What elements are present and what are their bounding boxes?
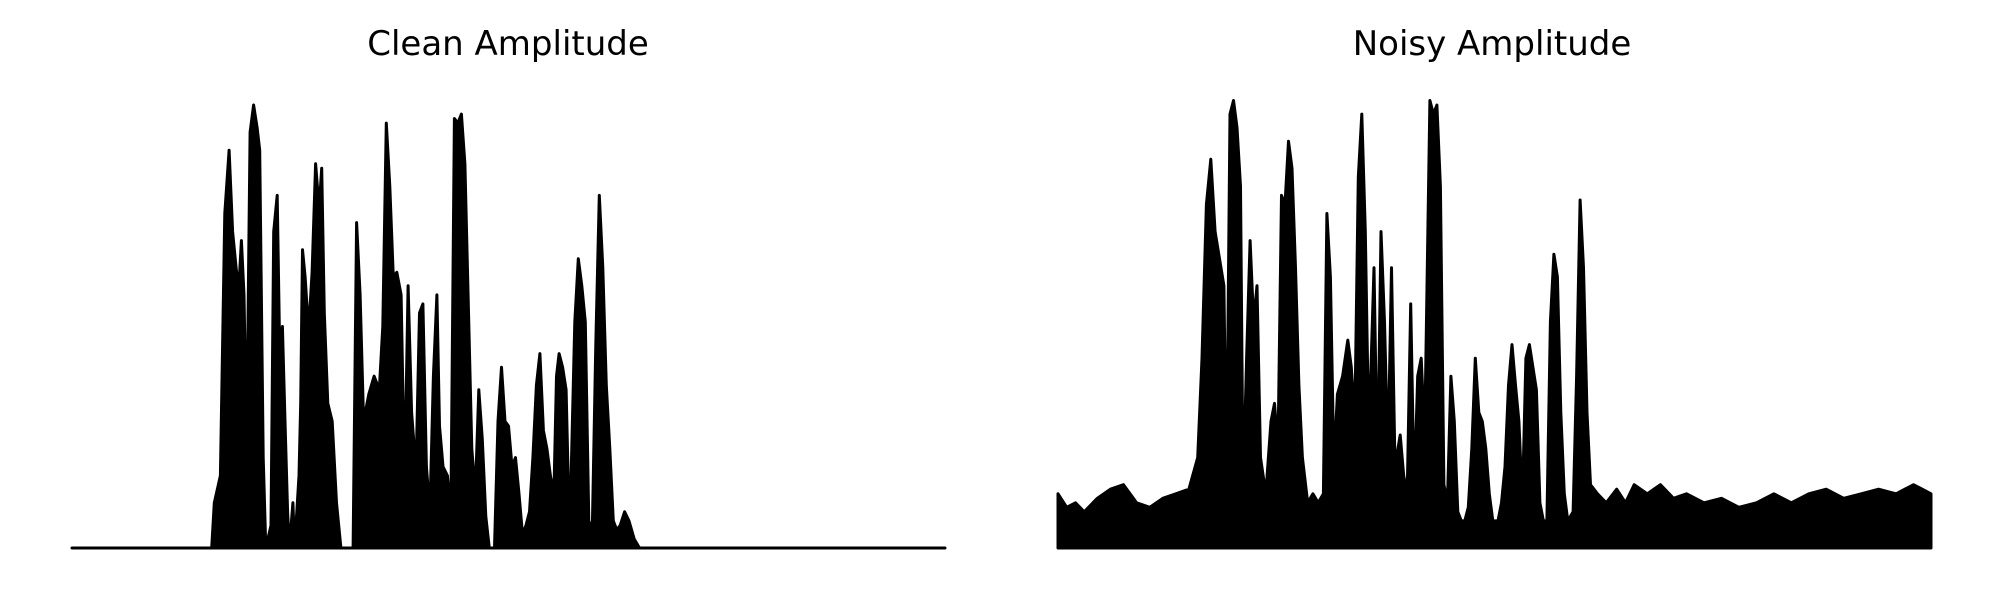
chart-panel-noisy: Noisy Amplitude <box>1000 0 2000 600</box>
amplitude-area <box>1056 99 1933 550</box>
chart-title: Clean Amplitude <box>367 24 649 64</box>
noisy-amplitude-plot <box>1056 99 1933 550</box>
amplitude-area <box>70 103 947 550</box>
chart-panel-clean: Clean Amplitude <box>70 24 947 550</box>
chart-title: Noisy Amplitude <box>1352 24 1632 64</box>
clean-amplitude-plot <box>70 103 947 550</box>
